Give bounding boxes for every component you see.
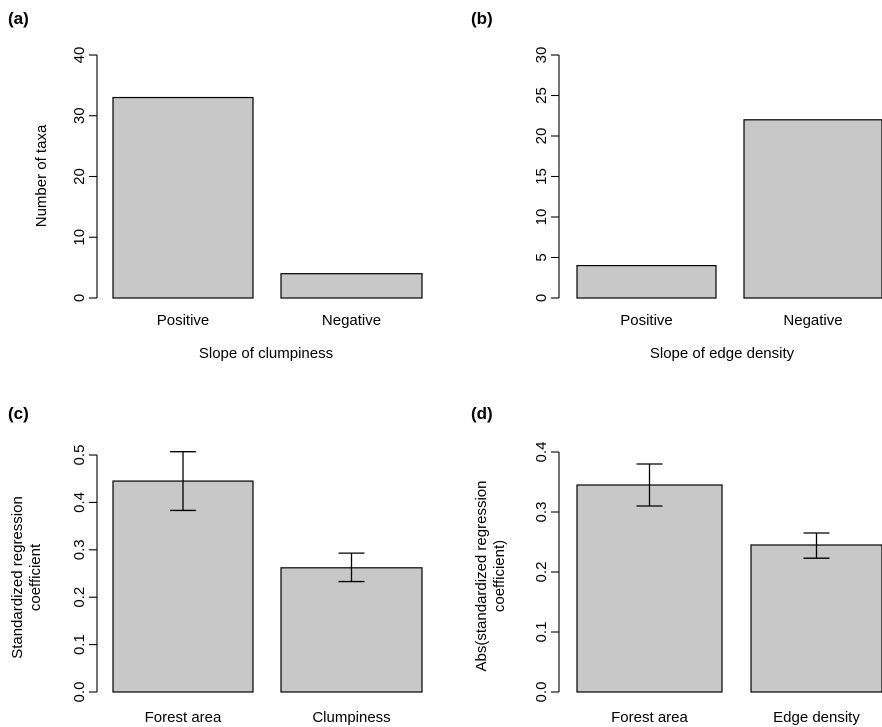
category-label: Positive — [620, 312, 673, 329]
y-tick-label: 0.0 — [71, 682, 88, 703]
chart-panel-b: (b) 0 5 10 15 20 25 30 Positive Negative Slope of … — [471, 9, 882, 362]
x-axis-title: Slope of clumpiness — [199, 345, 333, 362]
y-tick-label: 20 — [533, 128, 550, 145]
chart-panel-c: (c) 0.0 0.1 0.2 0.3 0.4 0.5 Forest area Clumpine… — [8, 404, 423, 726]
category-label: Positive — [157, 312, 210, 329]
panel-label: (c) — [8, 404, 29, 423]
category-label: Negative — [783, 312, 842, 329]
panel-label: (d) — [471, 404, 493, 423]
y-tick-label: 0 — [533, 294, 550, 302]
x-axis-title: Slope of edge density — [650, 345, 795, 362]
y-tick-label: 0.2 — [71, 587, 88, 608]
category-label: Edge density — [773, 709, 860, 726]
category-label: Forest area — [145, 709, 222, 726]
y-tick-label: 0.3 — [533, 502, 550, 523]
y-tick-label: 30 — [71, 107, 88, 124]
bar-negative — [743, 119, 882, 299]
y-tick-label: 5 — [533, 253, 550, 261]
y-tick-label: 0.1 — [71, 634, 88, 655]
y-axis-title-line: coefficient) — [491, 540, 508, 612]
chart-panel-d: (d) 0.0 0.1 0.2 0.3 0.4 Forest area Edge densit… — [471, 404, 882, 726]
y-axis-title-line: Abs(standardized regression — [473, 481, 490, 672]
y-tick-label: 0.3 — [71, 539, 88, 560]
y-tick-label: 25 — [533, 87, 550, 104]
category-label: Negative — [322, 312, 381, 329]
panel-label: (a) — [8, 9, 29, 28]
y-axis-title-line: Standardized regression — [9, 496, 26, 659]
bar-edge-density — [750, 544, 882, 693]
category-label: Forest area — [611, 709, 688, 726]
y-tick-label: 0.0 — [533, 682, 550, 703]
y-axis-title-line: coefficient — [27, 543, 44, 611]
y-tick-label: 0.4 — [533, 442, 550, 463]
y-tick-label: 15 — [533, 168, 550, 185]
bar-clumpiness — [280, 567, 423, 693]
y-tick-label: 30 — [533, 47, 550, 64]
bar-forest-area — [576, 484, 723, 693]
y-axis-title: Number of taxa — [33, 124, 50, 227]
bar-positive — [112, 96, 254, 299]
y-tick-label: 10 — [533, 209, 550, 226]
chart-panel-a: (a) 0 10 20 30 40 Positive Negative Slope of clu… — [8, 9, 423, 362]
y-tick-label: 0.1 — [533, 622, 550, 643]
panel-label: (b) — [471, 9, 493, 28]
bar-forest-area — [112, 480, 254, 693]
y-tick-label: 20 — [71, 168, 88, 185]
category-label: Clumpiness — [312, 709, 390, 726]
bar-positive — [576, 265, 717, 299]
bar-negative — [280, 273, 423, 299]
y-tick-label: 0.4 — [71, 492, 88, 513]
y-tick-label: 0.5 — [71, 445, 88, 466]
y-tick-label: 0.2 — [533, 562, 550, 583]
y-tick-label: 10 — [71, 229, 88, 246]
y-tick-label: 0 — [71, 294, 88, 302]
y-tick-label: 40 — [71, 47, 88, 64]
